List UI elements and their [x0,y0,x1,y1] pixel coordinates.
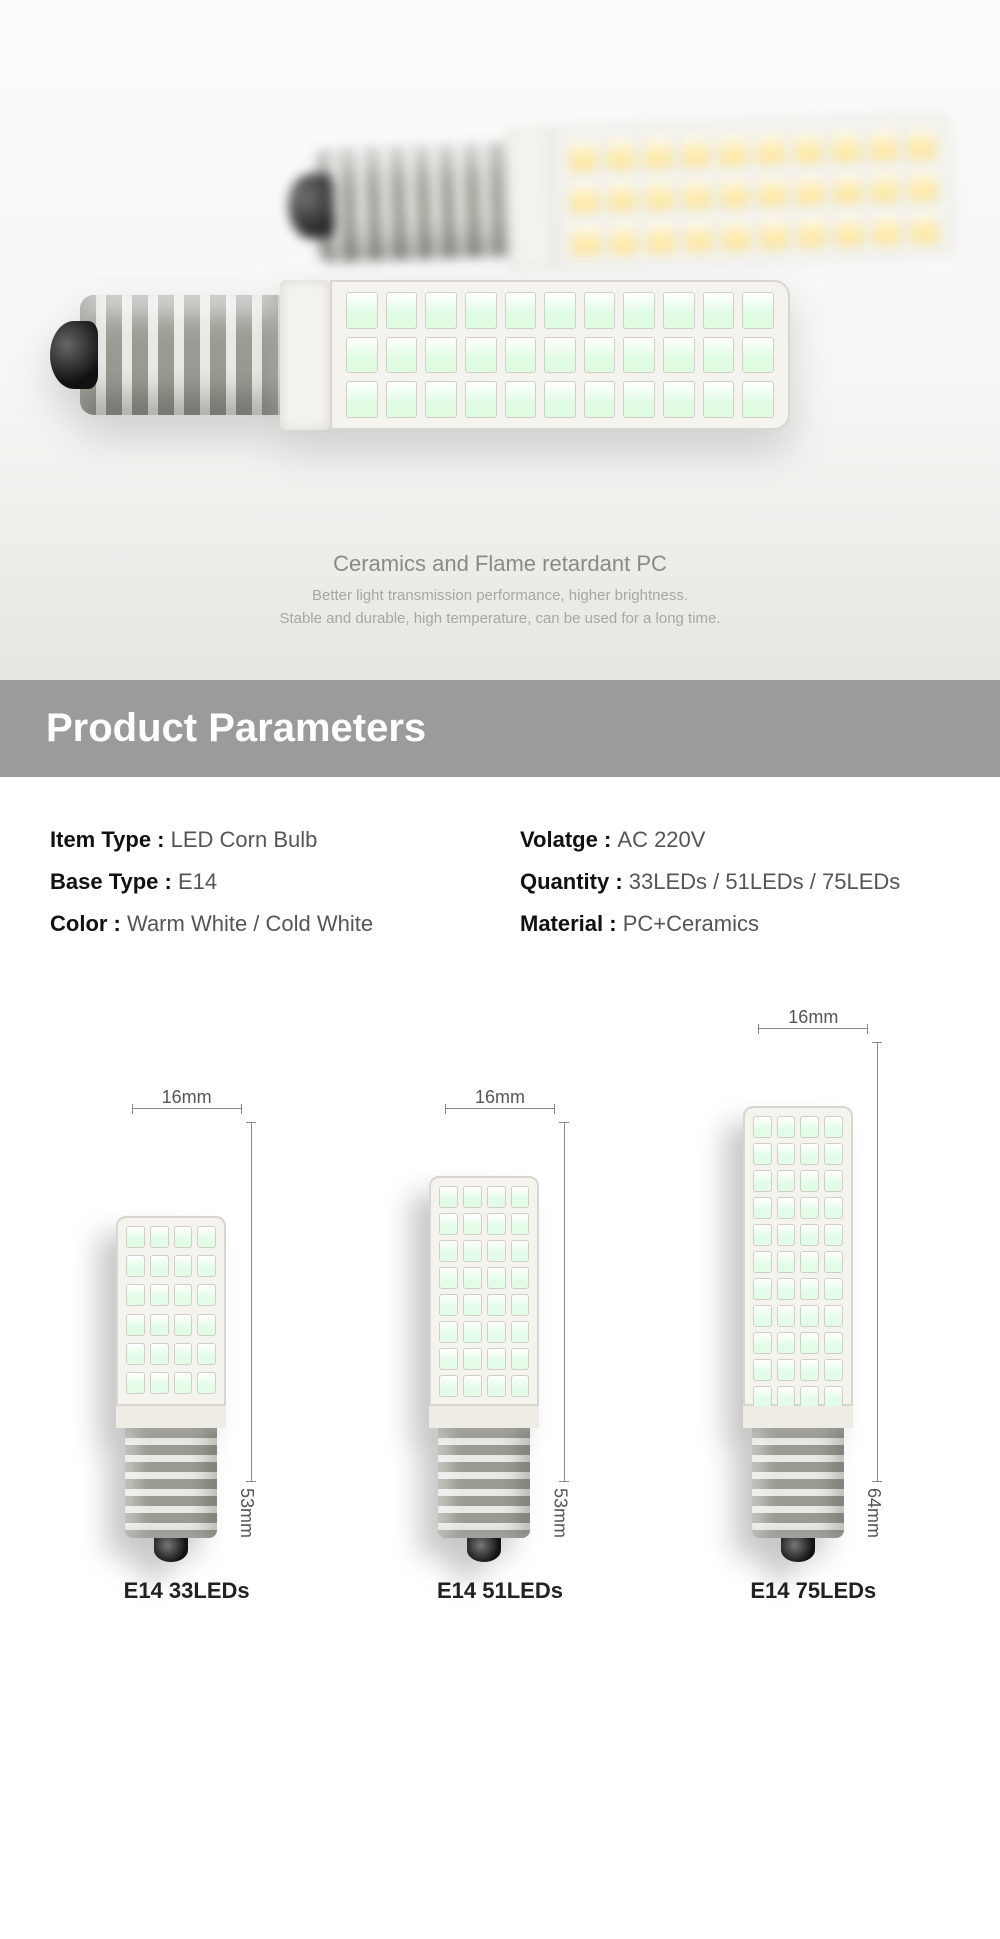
param-label: Item Type : [50,827,171,852]
param-material: Material : PC+Ceramics [520,911,950,937]
ledtube-front [330,280,790,430]
dim-height-label: 64mm [863,1488,884,1538]
param-label: Volatge : [520,827,617,852]
param-item-type: Item Type : LED Corn Bulb [50,827,480,853]
hero-sub-2: Stable and durable, high temperature, ca… [0,608,1000,631]
param-value: AC 220V [617,827,705,852]
bulb-front-cold [80,280,790,430]
dim-width-label: 16mm [429,1087,570,1108]
param-value: 33LEDs / 51LEDs / 75LEDs [629,869,900,894]
param-label: Base Type : [50,869,178,894]
param-base-type: Base Type : E14 [50,869,480,895]
dim-height-label: 53mm [549,1488,570,1538]
dim-width-label: 16mm [116,1087,257,1108]
section-header: Product Parameters [0,680,1000,777]
ledtube-back [552,113,956,269]
dim-width: 16mm [743,1007,884,1038]
param-label: Material : [520,911,623,936]
bulb-upright [743,1106,853,1538]
bulb-back-warm [314,113,955,278]
dim-height: 64mm [863,1042,884,1538]
size-diagrams: 16mm53mmE14 33LEDs16mm53mmE14 51LEDs16mm… [0,967,1000,1664]
dim-width-label: 16mm [743,1007,884,1028]
param-value: LED Corn Bulb [171,827,318,852]
dim-height: 53mm [236,1122,257,1538]
hero-caption: Ceramics and Flame retardant PC Better l… [0,551,1000,630]
size-label: E14 33LEDs [116,1578,257,1604]
param-label: Color : [50,911,127,936]
dim-width: 16mm [116,1087,257,1118]
size-label: E14 51LEDs [429,1578,570,1604]
param-voltage: Volatge : AC 220V [520,827,950,853]
param-color: Color : Warm White / Cold White [50,911,480,937]
size-item-2: 16mm 64mm E14 75LEDs [743,1007,884,1604]
param-label: Quantity : [520,869,629,894]
size-label: E14 75LEDs [743,1578,884,1604]
param-value: Warm White / Cold White [127,911,373,936]
dim-height-label: 53mm [236,1488,257,1538]
param-quantity: Quantity : 33LEDs / 51LEDs / 75LEDs [520,869,950,895]
params-grid: Item Type : LED Corn Bulb Volatge : AC 2… [0,777,1000,967]
size-item-1: 16mm 53mm E14 51LEDs [429,1087,570,1604]
bulb-upright [429,1176,539,1538]
size-item-0: 16mm 53mm E14 33LEDs [116,1087,257,1604]
hero-title: Ceramics and Flame retardant PC [0,551,1000,577]
hero-photo: Ceramics and Flame retardant PC Better l… [0,0,1000,680]
hero-sub-1: Better light transmission performance, h… [0,585,1000,608]
dim-width: 16mm [429,1087,570,1118]
dim-height: 53mm [549,1122,570,1538]
param-value: E14 [178,869,217,894]
param-value: PC+Ceramics [623,911,759,936]
bulb-upright [116,1216,226,1538]
